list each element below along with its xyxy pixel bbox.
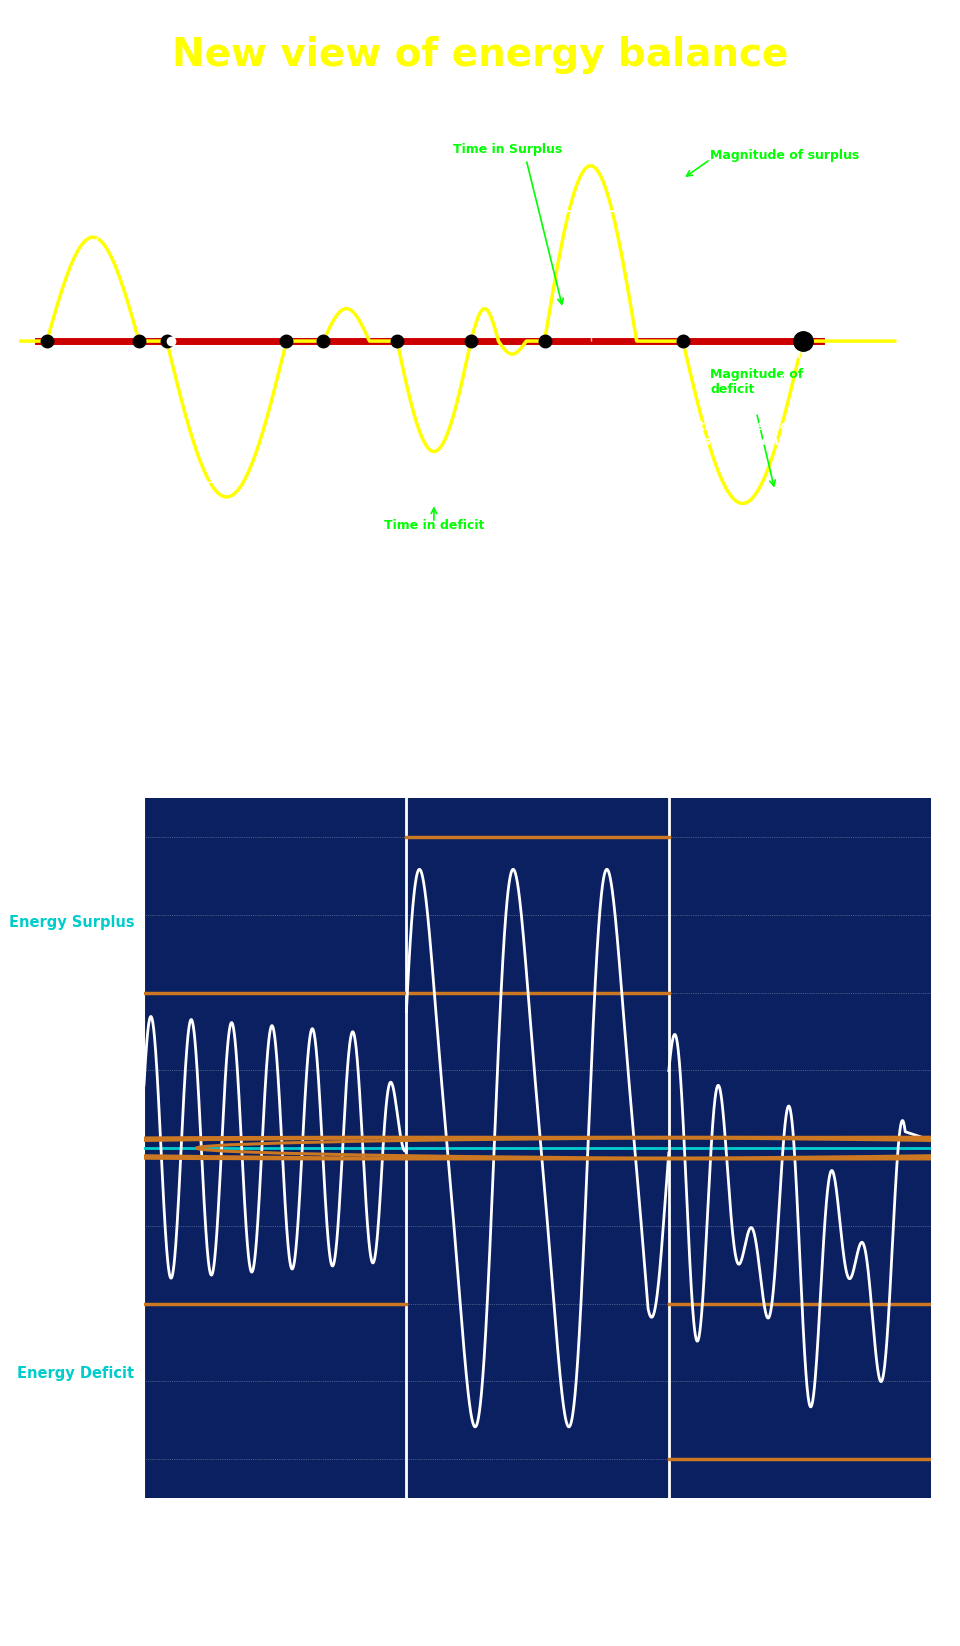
Text: Energy Surplus: Energy Surplus: [65, 174, 172, 247]
Text: Magnitude of surplus: Magnitude of surplus: [710, 150, 859, 163]
Text: Energy Deficit: Energy Deficit: [17, 1366, 134, 1381]
Text: Eating Pattern 1
= ideal: Eating Pattern 1 = ideal: [211, 744, 340, 775]
Text: Within-Day
Energy Balance
(kcal): Within-Day Energy Balance (kcal): [18, 1126, 134, 1170]
Text: Eating Pattern 3
= prone to loose muscle: Eating Pattern 3 = prone to loose muscle: [706, 744, 895, 775]
Text: 24 hours: 24 hours: [311, 278, 399, 296]
Text: Perfect Energy Balance: Perfect Energy Balance: [173, 234, 349, 332]
Text: Time in Surplus: Time in Surplus: [453, 143, 563, 156]
Text: New view of energy balance: New view of energy balance: [172, 36, 788, 74]
Text: Deviations in within-day energy surpluses and deficits are as important factors : Deviations in within-day energy surpluse…: [37, 632, 612, 660]
Text: 24 hr: 24 hr: [519, 1544, 556, 1559]
Text: Traditional view only
assesses this end-point: Traditional view only assesses this end-…: [664, 420, 829, 448]
Text: Energy Surplus: Energy Surplus: [9, 915, 134, 930]
Text: Eating Pattern 2
= prone to gain fat: Eating Pattern 2 = prone to gain fat: [463, 744, 612, 775]
Text: 24 hr: 24 hr: [257, 1544, 294, 1559]
Text: Energy Deficit: Energy Deficit: [56, 479, 224, 520]
Text: Time in deficit: Time in deficit: [384, 520, 484, 532]
Text: 24 hr: 24 hr: [781, 1544, 818, 1559]
Text: Magnitude of
deficit: Magnitude of deficit: [710, 369, 804, 397]
